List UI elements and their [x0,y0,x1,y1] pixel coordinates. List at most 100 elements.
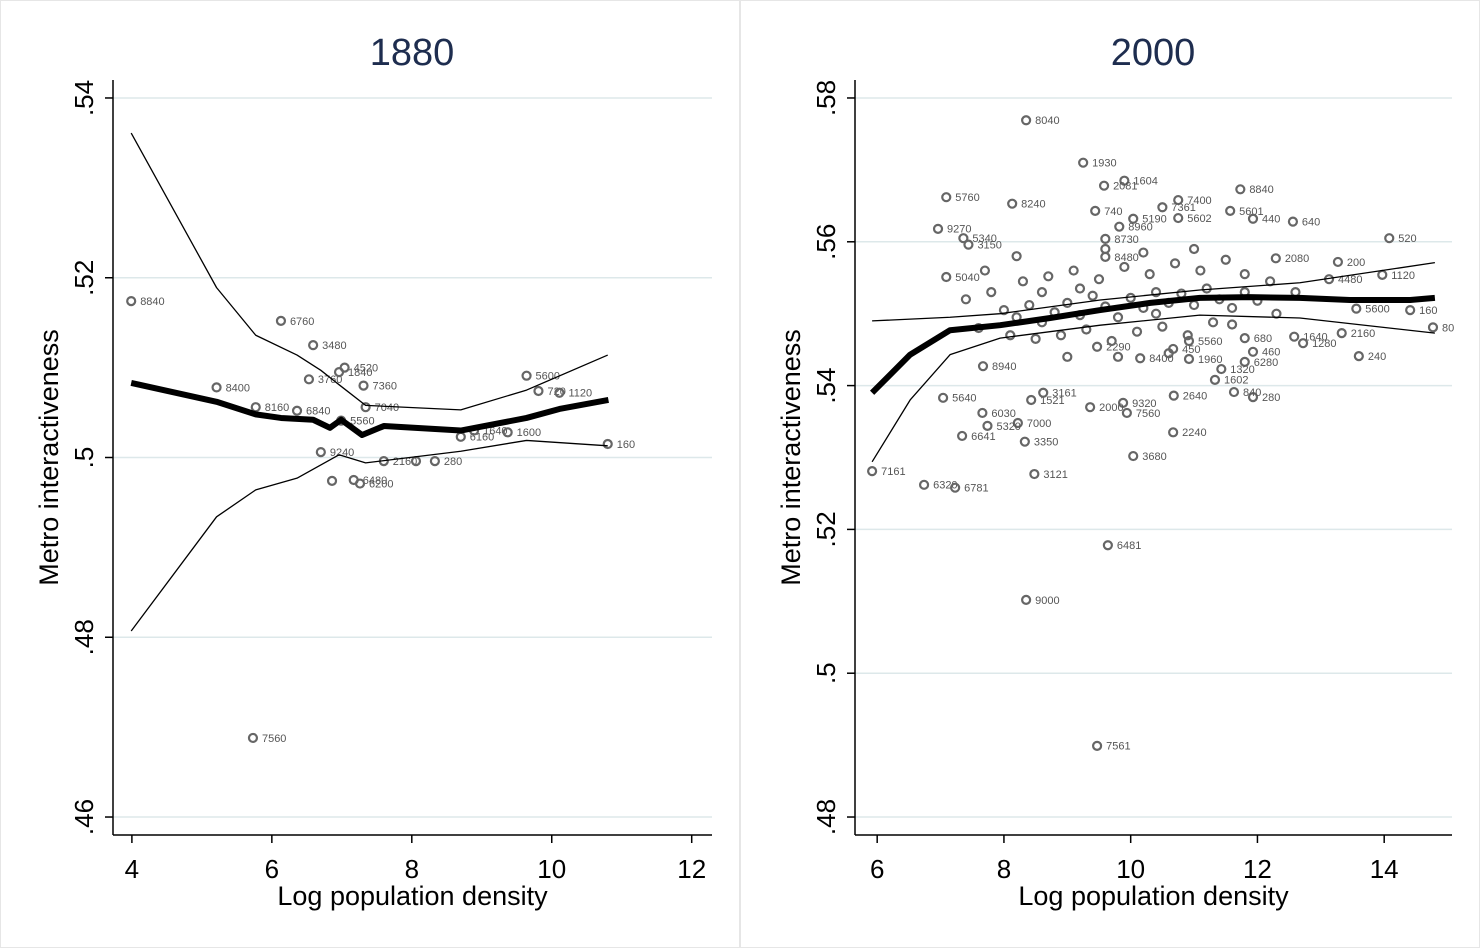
point-label: 460 [1262,347,1280,359]
point [1351,303,1362,314]
point-label: 5601 [1239,206,1263,218]
point [1062,351,1073,362]
point-label: 6280 [1254,357,1278,369]
point-label: 1604 [1133,176,1157,188]
point-label: 6480 [363,475,387,487]
point-label: 440 [1262,214,1280,226]
point [1183,335,1195,347]
point-label: 7361 [1171,202,1195,214]
point [1093,274,1105,285]
point-label: 640 [1302,217,1320,229]
point-label: 5640 [952,393,976,405]
point-label: 1640 [483,425,507,437]
point [303,374,315,385]
point [275,315,287,326]
point-label: 8400 [226,382,250,394]
point [957,430,968,442]
y-tick-label: .5 [811,662,841,684]
point [1173,212,1184,224]
point-label: 8400 [1149,353,1173,365]
ci-lower-line [871,314,1435,463]
point [867,466,878,477]
point [1228,386,1240,398]
point-label: 2000 [1099,402,1123,414]
point [932,223,944,234]
y-tick-label: .54 [811,368,841,404]
point-label: 9270 [947,224,971,236]
point-label: 5600 [1365,304,1389,316]
point [554,387,565,398]
point-label: 1600 [517,427,541,439]
point [1239,356,1250,367]
point [1182,330,1193,341]
point [1336,328,1347,339]
y-tick-label: .56 [811,224,841,260]
point-label: 2160 [1351,328,1375,340]
point-label: 6481 [1117,540,1141,552]
point-label: 8730 [1114,234,1138,246]
point [1226,319,1238,330]
point [950,482,961,493]
point [1270,253,1281,264]
point-label: 840 [1243,387,1261,399]
point-label: 8480 [1114,252,1138,264]
point [126,296,137,307]
point-label: 5040 [955,272,979,284]
point [1216,363,1227,375]
point [1353,351,1364,362]
point-label: 280 [444,456,462,468]
point-label: 1120 [568,388,592,400]
point-label: 5560 [1198,336,1222,348]
point [326,475,338,486]
point [250,402,261,413]
ci-lower-line [130,439,608,632]
point [1090,205,1101,216]
point [1011,251,1022,262]
point-label: 3350 [1034,437,1058,449]
point [1021,115,1032,126]
point [1012,417,1023,429]
point [521,370,532,381]
point [1163,348,1174,359]
point [937,392,949,403]
point [1150,308,1162,319]
point [1157,321,1168,332]
point-label: 520 [1398,233,1416,245]
point [1036,287,1048,298]
point [998,304,1010,316]
x-tick-label: 8 [405,854,419,884]
point [977,407,988,419]
y-axis-title: Metro interactiveness [34,329,64,586]
point-label: 5760 [955,192,979,204]
point-label: 1320 [1230,364,1254,376]
point [1183,353,1195,365]
point [1029,468,1040,480]
point [1055,330,1067,341]
point-label: 8240 [1021,199,1045,211]
point-label: 1840 [348,367,372,379]
point [1168,390,1179,401]
point-label: 240 [1368,351,1386,363]
x-axis-title: Log population density [1018,881,1289,911]
y-tick-label: .48 [811,799,841,835]
point [977,361,989,372]
point [429,455,440,467]
point-label: 7360 [373,381,397,393]
x-tick-label: 12 [1243,854,1272,884]
point-label: 160 [1419,305,1437,317]
point [502,427,513,438]
point [941,271,952,283]
point [1121,407,1132,419]
point [1135,353,1146,364]
ci-upper-line [872,261,1435,322]
point-label: 8840 [1249,184,1273,196]
point-label: 3680 [1142,451,1166,463]
point [358,380,369,391]
point-label: 680 [1254,333,1272,345]
point [1119,261,1130,273]
point [1005,330,1016,341]
point [1021,594,1032,605]
point [1384,233,1395,244]
point [1235,184,1246,195]
